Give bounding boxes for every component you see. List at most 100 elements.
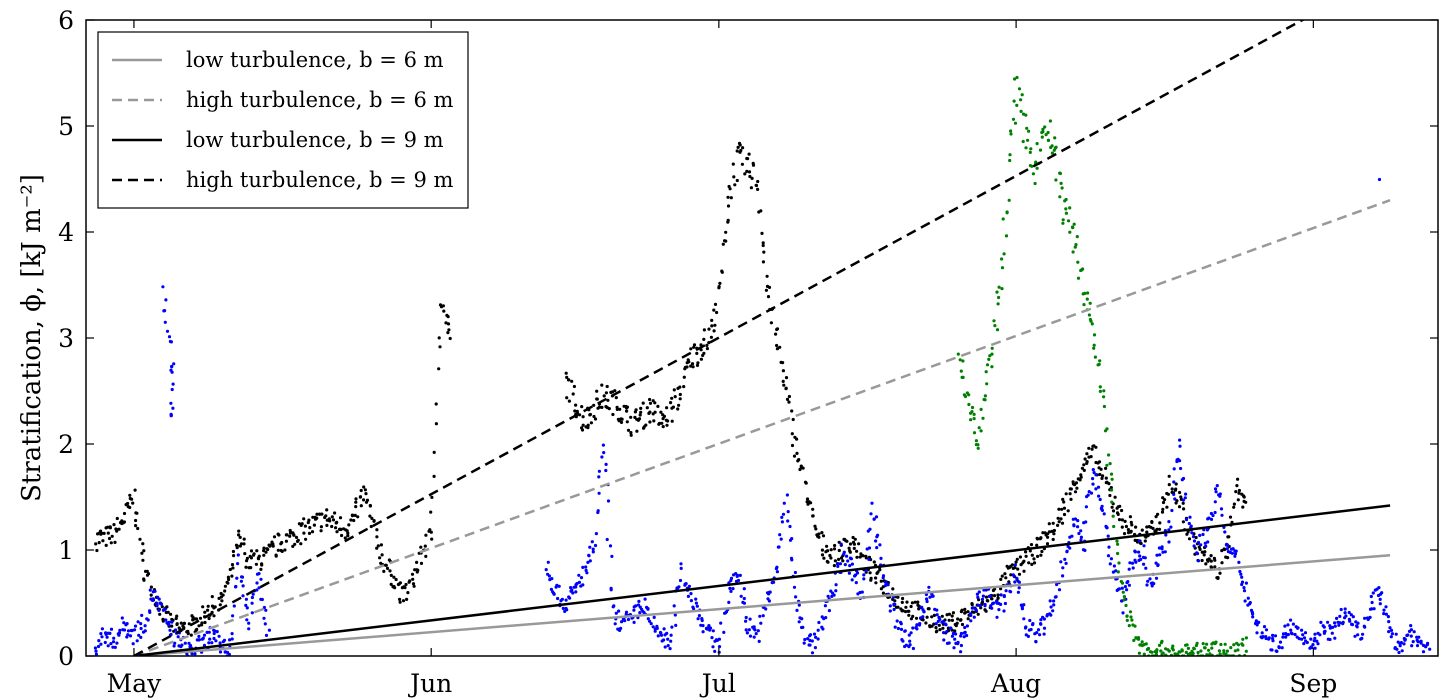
- scatter-point: [904, 610, 908, 614]
- scatter-point: [1089, 319, 1093, 323]
- scatter-point: [1022, 617, 1026, 621]
- scatter-point: [389, 573, 393, 578]
- scatter-point: [784, 387, 788, 391]
- scatter-point: [210, 641, 214, 645]
- scatter-point: [1036, 554, 1040, 559]
- scatter-point: [740, 162, 745, 166]
- scatter-point: [1064, 492, 1068, 496]
- scatter-point: [1343, 607, 1347, 611]
- scatter-point: [1371, 591, 1375, 595]
- scatter-point: [139, 622, 143, 626]
- scatter-point: [702, 328, 707, 332]
- scatter-point: [165, 329, 170, 333]
- scatter-point: [251, 592, 255, 596]
- scatter-point: [696, 617, 700, 621]
- scatter-point: [100, 627, 104, 631]
- scatter-point: [872, 560, 876, 564]
- scatter-point: [249, 556, 253, 560]
- scatter-point: [1087, 446, 1091, 450]
- scatter-point: [1210, 646, 1214, 650]
- scatter-point: [547, 574, 552, 578]
- scatter-point: [1145, 583, 1149, 587]
- scatter-point: [1022, 559, 1026, 563]
- scatter-point: [1013, 77, 1017, 81]
- scatter-point: [128, 505, 132, 510]
- scatter-point: [1220, 513, 1224, 517]
- scatter-point: [942, 638, 946, 642]
- scatter-point: [618, 407, 622, 411]
- scatter-point: [1343, 611, 1347, 615]
- scatter-point: [299, 542, 303, 546]
- scatter-point: [1196, 559, 1201, 563]
- scatter-point: [657, 421, 662, 425]
- scatter-point: [353, 513, 357, 518]
- scatter-point: [669, 633, 673, 637]
- scatter-point: [106, 531, 110, 535]
- scatter-point: [354, 497, 358, 501]
- scatter-point: [1116, 512, 1120, 517]
- scatter-point: [207, 641, 211, 645]
- scatter-point: [797, 458, 801, 462]
- scatter-point: [629, 433, 633, 437]
- scatter-point: [1206, 540, 1210, 544]
- scatter-point: [972, 615, 976, 619]
- scatter-point: [1061, 574, 1065, 578]
- scatter-point: [761, 614, 765, 618]
- scatter-point: [945, 630, 949, 634]
- scatter-point: [625, 420, 629, 424]
- scatter-point: [1029, 543, 1034, 547]
- scatter-point: [268, 544, 272, 548]
- scatter-point: [1355, 625, 1359, 629]
- scatter-point: [597, 469, 602, 473]
- scatter-point: [686, 358, 690, 362]
- scatter-point: [359, 488, 363, 493]
- scatter-point: [1313, 636, 1317, 641]
- scatter-point: [1171, 644, 1175, 648]
- scatter-point: [1107, 482, 1111, 486]
- scatter-point: [718, 281, 722, 285]
- scatter-point: [944, 623, 948, 627]
- scatter-point: [731, 162, 735, 166]
- scatter-point: [1178, 459, 1182, 463]
- scatter-point: [977, 426, 981, 430]
- scatter-point: [169, 340, 173, 344]
- scatter-point: [245, 618, 249, 622]
- scatter-point: [339, 527, 343, 532]
- scatter-point: [432, 474, 436, 478]
- scatter-point: [959, 618, 963, 622]
- scatter-point: [1192, 647, 1196, 651]
- scatter-point: [990, 597, 994, 601]
- scatter-point: [1179, 495, 1183, 499]
- scatter-point: [263, 622, 267, 626]
- scatter-point: [648, 401, 653, 405]
- scatter-point: [1056, 523, 1060, 528]
- scatter-point: [907, 613, 911, 617]
- scatter-point: [1140, 640, 1144, 644]
- scatter-point: [1130, 618, 1134, 622]
- scatter-point: [797, 620, 801, 624]
- scatter-point: [237, 533, 241, 537]
- scatter-point: [613, 389, 617, 393]
- scatter-point: [694, 601, 699, 605]
- scatter-point: [847, 546, 851, 550]
- scatter-point: [1237, 560, 1241, 565]
- scatter-point: [128, 493, 132, 497]
- scatter-point: [748, 174, 752, 179]
- scatter-point: [397, 582, 401, 586]
- scatter-point: [354, 500, 358, 504]
- scatter-point: [1260, 631, 1264, 635]
- scatter-point: [817, 535, 821, 539]
- scatter-point: [669, 401, 673, 405]
- scatter-point: [774, 332, 778, 336]
- scatter-point: [1399, 641, 1403, 645]
- scatter-point: [734, 572, 738, 576]
- scatter-point: [992, 319, 996, 323]
- scatter-point: [193, 652, 197, 656]
- scatter-point: [820, 548, 825, 552]
- scatter-point: [748, 617, 752, 621]
- scatter-point: [837, 548, 841, 553]
- scatter-point: [941, 626, 945, 630]
- scatter-point: [966, 617, 970, 621]
- scatter-point: [1108, 493, 1112, 498]
- scatter-point: [1108, 462, 1112, 466]
